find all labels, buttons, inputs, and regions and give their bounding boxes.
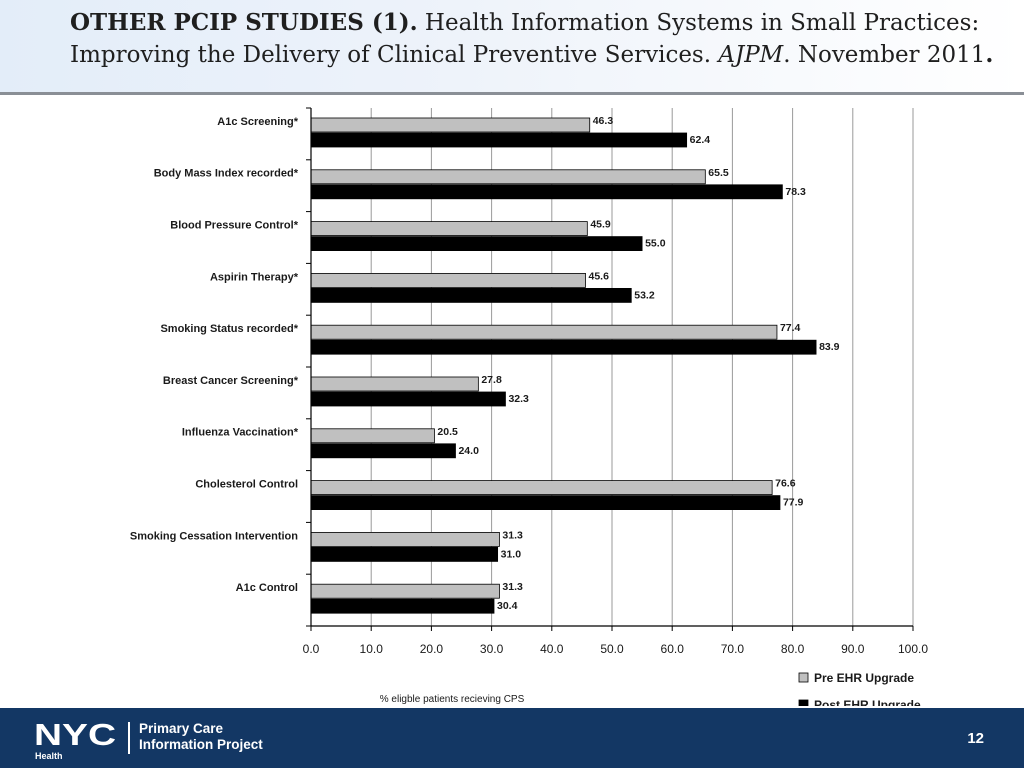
nyc-logo-icon: NYC xyxy=(34,720,116,748)
title-journal-part: AJPM xyxy=(718,42,784,68)
data-label: 77.9 xyxy=(783,497,804,509)
bar-pre xyxy=(310,272,586,288)
x-tick-label: 60.0 xyxy=(661,642,685,656)
slide-title: OTHER PCIP STUDIES (1). Health Informati… xyxy=(70,7,1015,71)
legend-label: Post EHR Upgrade xyxy=(814,698,921,706)
bar-post xyxy=(310,546,499,562)
x-tick-label: 90.0 xyxy=(841,642,865,656)
bar-chart: A1c Screening* 46.3 62.4 Body Mass Index re… xyxy=(130,107,928,706)
nyc-logo-text: NYC xyxy=(34,720,116,748)
x-tick-label: 40.0 xyxy=(540,642,564,656)
bar-pre xyxy=(310,428,435,444)
x-tick-label: 20.0 xyxy=(420,642,444,656)
data-label: 31.3 xyxy=(502,581,523,593)
data-label: 53.2 xyxy=(634,289,655,301)
data-label: 77.4 xyxy=(780,322,801,334)
bar-post xyxy=(310,391,506,407)
category-label: A1c Screening* xyxy=(217,116,298,128)
header-divider xyxy=(0,92,1024,95)
bar-pre xyxy=(310,324,778,340)
bar-pre xyxy=(310,531,500,547)
data-label: 24.0 xyxy=(458,445,479,457)
bar-post xyxy=(310,598,495,614)
bar-post xyxy=(310,132,688,148)
x-tick-label: 30.0 xyxy=(480,642,504,656)
data-label: 62.4 xyxy=(690,134,711,146)
legend-label: Pre EHR Upgrade xyxy=(814,671,914,685)
data-label: 31.0 xyxy=(501,548,522,560)
category-label: Smoking Status recorded* xyxy=(160,323,298,335)
logo-divider xyxy=(128,722,130,754)
data-label: 83.9 xyxy=(819,341,840,353)
title-main-part: Health Information Systems in Small Prac… xyxy=(70,10,980,68)
data-label: 55.0 xyxy=(645,238,666,250)
data-label: 76.6 xyxy=(775,478,796,490)
category-label: Breast Cancer Screening* xyxy=(163,375,299,387)
data-label: 45.6 xyxy=(589,270,610,282)
category-label: Cholesterol Control xyxy=(195,479,298,491)
category-label: Blood Pressure Control* xyxy=(170,220,298,232)
category-label: A1c Control xyxy=(236,582,298,594)
bar-post xyxy=(310,287,632,303)
bar-post xyxy=(310,339,817,355)
program-name-line1: Primary Care xyxy=(139,721,224,736)
data-label: 31.3 xyxy=(502,529,523,541)
bar-post xyxy=(310,495,781,511)
category-label: Body Mass Index recorded* xyxy=(154,168,299,180)
x-tick-label: 80.0 xyxy=(781,642,805,656)
bar-pre xyxy=(310,376,479,392)
bar-pre xyxy=(310,480,773,496)
data-label: 32.3 xyxy=(508,393,529,405)
data-label: 45.9 xyxy=(590,219,611,231)
data-label: 20.5 xyxy=(437,426,458,438)
x-tick-label: 100.0 xyxy=(898,642,928,656)
category-label: Smoking Cessation Intervention xyxy=(130,530,298,542)
nyc-health-label: Health xyxy=(35,751,63,761)
bar-pre xyxy=(310,221,588,236)
page-number: 12 xyxy=(967,730,984,747)
program-name: Primary Care Information Project xyxy=(139,721,263,753)
bar-pre xyxy=(310,583,500,599)
title-date-part: . November 2011 xyxy=(783,42,986,68)
category-label: Influenza Vaccination* xyxy=(182,427,299,439)
data-label: 30.4 xyxy=(497,600,518,612)
data-label: 46.3 xyxy=(593,115,614,127)
program-name-line2: Information Project xyxy=(139,737,263,752)
bar-post xyxy=(310,236,643,252)
x-axis-title: % eligble patients recieving CPS xyxy=(380,694,525,705)
bar-pre xyxy=(310,117,591,133)
bar-post xyxy=(310,184,783,200)
x-tick-label: 0.0 xyxy=(303,642,320,656)
bar-post xyxy=(310,443,456,459)
data-label: 65.5 xyxy=(708,167,729,179)
category-label: Aspirin Therapy* xyxy=(210,271,299,283)
slide-footer: NYC Health Primary Care Information Proj… xyxy=(0,708,1024,768)
data-label: 78.3 xyxy=(785,186,806,198)
title-end-period: . xyxy=(985,41,994,68)
slide-header: OTHER PCIP STUDIES (1). Health Informati… xyxy=(0,0,1024,92)
x-tick-label: 70.0 xyxy=(721,642,745,656)
x-tick-label: 50.0 xyxy=(600,642,624,656)
legend-swatch xyxy=(798,699,809,706)
legend-swatch xyxy=(798,672,809,683)
bar-pre xyxy=(310,169,706,185)
title-bold-part: OTHER PCIP STUDIES (1). xyxy=(70,9,418,36)
data-label: 27.8 xyxy=(481,374,502,386)
x-tick-label: 10.0 xyxy=(360,642,384,656)
